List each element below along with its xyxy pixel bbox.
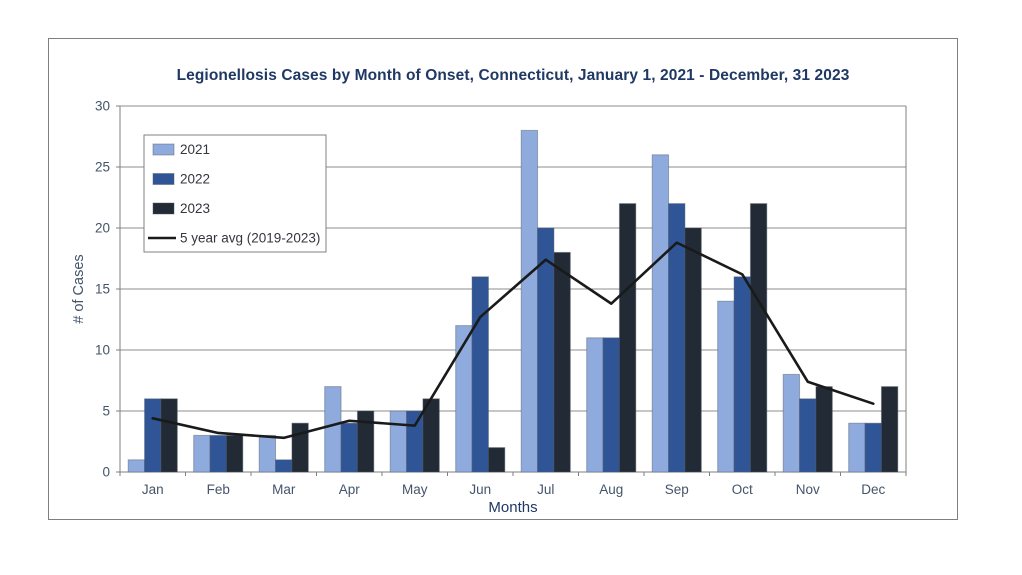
x-tick-label-nov: Nov — [796, 482, 820, 497]
bar-2023-oct — [749, 203, 768, 473]
legend-swatch-2023 — [152, 202, 175, 215]
bar-2022-aug — [602, 337, 620, 473]
bar-2022-jun — [471, 276, 489, 473]
y-tick-label-25: 25 — [95, 160, 110, 175]
legend-box — [143, 134, 327, 253]
x-tick-label-may: May — [402, 482, 428, 497]
legend-label-2023: 2023 — [180, 201, 210, 216]
bar-2021-oct — [717, 300, 735, 473]
plot-area: 0 5 10 15 20 25 30 Jan Feb Mar Apr May Jun Jul Aug Sep O… — [71, 99, 907, 516]
bar-2023-feb — [225, 434, 244, 473]
x-tick-label-apr: Apr — [339, 482, 361, 497]
legend-label-avg: 5 year avg (2019-2023) — [180, 231, 320, 246]
y-tick-label-20: 20 — [95, 221, 110, 236]
y-tick-label-0: 0 — [102, 465, 110, 480]
x-tick-label-jun: Jun — [469, 482, 491, 497]
y-tick-label-30: 30 — [95, 99, 110, 114]
bar-2021-jun — [455, 325, 473, 473]
y-tick-label-5: 5 — [102, 404, 110, 419]
five-year-avg-line — [151, 241, 875, 440]
bar-2023-apr — [356, 410, 375, 473]
x-tick-label-feb: Feb — [207, 482, 230, 497]
x-tick-label-dec: Dec — [861, 482, 885, 497]
bar-2022-jan — [144, 398, 162, 473]
bar-2023-mar — [291, 422, 309, 473]
y-tick-label-10: 10 — [95, 343, 110, 358]
bar-2021-sep — [651, 154, 670, 473]
chart-title: Legionellosis Cases by Month of Onset, C… — [176, 67, 850, 84]
legend-swatch-2021 — [152, 143, 175, 156]
bar-2021-feb — [193, 434, 211, 473]
bar-2023-jan — [160, 398, 178, 473]
bar-2021-nov — [782, 373, 801, 473]
bar-2023-aug — [618, 203, 637, 473]
bar-2021-mar — [258, 434, 277, 473]
y-tick-label-15: 15 — [95, 282, 110, 297]
bar-2022-mar — [275, 459, 293, 473]
x-axis-title: Months — [488, 499, 537, 516]
bar-2022-oct — [733, 276, 751, 473]
bar-2023-nov — [815, 386, 833, 473]
legend-label-2021: 2021 — [180, 142, 210, 157]
bar-2023-jul — [553, 251, 571, 473]
x-tick-label-oct: Oct — [732, 482, 753, 497]
bar-2021-apr — [324, 386, 342, 473]
bar-2021-jul — [520, 129, 539, 473]
bar-2023-dec — [880, 386, 899, 473]
bar-2023-sep — [684, 227, 702, 473]
bar-2021-aug — [586, 337, 604, 473]
bar-2022-dec — [864, 422, 882, 473]
bar-2023-jun — [487, 447, 506, 473]
x-tick-label-jul: Jul — [537, 482, 554, 497]
bar-2021-may — [389, 410, 408, 473]
y-axis-title: # of Cases — [71, 254, 87, 323]
x-tick-label-sep: Sep — [665, 482, 689, 497]
chart-frame: Legionellosis Cases by Month of Onset, C… — [48, 38, 958, 520]
bar-2022-feb — [209, 434, 227, 473]
bar-2021-jan — [127, 459, 146, 473]
bar-2022-may — [406, 410, 424, 473]
legend-swatch-2022 — [152, 173, 175, 185]
x-tick-label-jan: Jan — [142, 482, 164, 497]
x-tick-label-aug: Aug — [599, 482, 623, 497]
x-tick-label-mar: Mar — [272, 482, 296, 497]
bar-2022-nov — [799, 398, 817, 473]
legend-label-2022: 2022 — [180, 172, 210, 187]
bar-2021-dec — [848, 422, 866, 473]
bar-2022-apr — [340, 422, 358, 473]
